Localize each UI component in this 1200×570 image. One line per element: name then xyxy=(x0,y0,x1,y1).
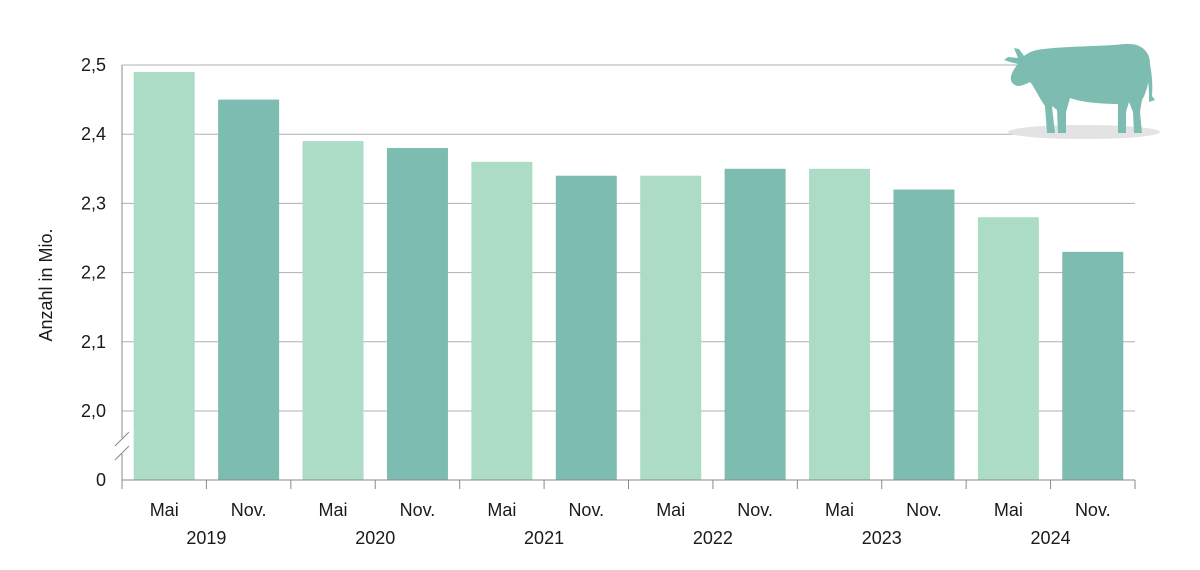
x-year-label: 2020 xyxy=(355,528,395,548)
cow-icon xyxy=(1004,43,1160,139)
bar-2019-nov xyxy=(218,99,280,480)
x-tick-label: Nov. xyxy=(906,500,942,520)
x-tick-label: Mai xyxy=(150,500,179,520)
bar-2023-nov xyxy=(893,189,955,480)
x-year-label: 2022 xyxy=(693,528,733,548)
y-tick-label: 2,5 xyxy=(81,55,106,75)
x-year-label: 2023 xyxy=(862,528,902,548)
y-axis-title: Anzahl in Mio. xyxy=(36,228,56,341)
bar-2020-nov xyxy=(386,148,448,481)
bar-2022-nov xyxy=(724,168,786,481)
y-tick-label: 2,4 xyxy=(81,124,106,144)
x-tick-label: Mai xyxy=(319,500,348,520)
bar-2020-mai xyxy=(302,141,364,480)
x-tick-label: Nov. xyxy=(400,500,436,520)
bar-2019-mai xyxy=(133,71,195,481)
x-tick-label: Mai xyxy=(825,500,854,520)
axis-break-mark xyxy=(114,445,130,461)
x-tick-label: Mai xyxy=(994,500,1023,520)
x-tick-label: Mai xyxy=(487,500,516,520)
bar-2024-mai xyxy=(977,217,1039,481)
x-tick-label: Mai xyxy=(656,500,685,520)
x-tick-label: Nov. xyxy=(737,500,773,520)
axes xyxy=(114,65,1136,489)
bar-2024-nov xyxy=(1062,251,1124,480)
y-tick-label: 2,3 xyxy=(81,193,106,213)
x-tick-label: Nov. xyxy=(1075,500,1111,520)
bar-2021-nov xyxy=(555,175,617,480)
y-tick-label: 2,0 xyxy=(81,401,106,421)
y-tick-label: 2,1 xyxy=(81,332,106,352)
x-year-label: 2024 xyxy=(1031,528,1071,548)
bar-2022-mai xyxy=(640,175,702,480)
x-tick-label: Nov. xyxy=(231,500,267,520)
y-tick-label: 2,2 xyxy=(81,263,106,283)
x-tick-label: Nov. xyxy=(568,500,604,520)
gridlines xyxy=(122,64,1135,412)
y-zero-label: 0 xyxy=(96,470,106,490)
bar-2023-mai xyxy=(809,168,871,481)
bars xyxy=(133,71,1124,481)
x-year-label: 2019 xyxy=(186,528,226,548)
bar-2021-mai xyxy=(471,161,533,480)
x-year-label: 2021 xyxy=(524,528,564,548)
axis-break-mark xyxy=(114,431,130,447)
